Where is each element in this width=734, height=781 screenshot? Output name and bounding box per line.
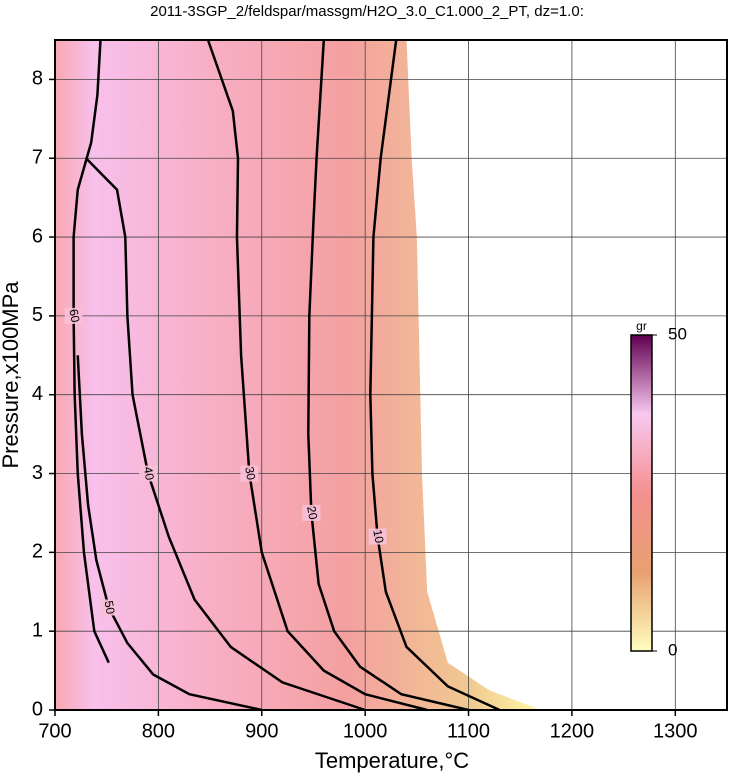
colorbar-tick-label: 50 bbox=[668, 324, 687, 343]
contour-label: 10 bbox=[370, 529, 386, 545]
x-axis-label: Temperature,°C bbox=[315, 748, 469, 773]
x-tick-label: 1000 bbox=[343, 720, 388, 742]
y-tick-label: 4 bbox=[32, 383, 43, 405]
contour-label-bg bbox=[99, 599, 118, 616]
contour-label-bg bbox=[240, 465, 259, 482]
y-tick-label: 0 bbox=[32, 698, 43, 720]
contour-label-bg bbox=[139, 465, 158, 482]
contour-label-bg bbox=[302, 504, 321, 521]
contour-line bbox=[369, 39, 501, 712]
y-tick-label: 2 bbox=[32, 541, 43, 563]
contour-label: 30 bbox=[242, 466, 258, 482]
x-tick-label: 800 bbox=[142, 720, 175, 742]
x-tick-label: 1300 bbox=[653, 720, 698, 742]
x-tick-label: 900 bbox=[245, 720, 278, 742]
y-tick-label: 3 bbox=[32, 462, 43, 484]
chart-title: 2011-3SGP_2/feldspar/massgm/H2O_3.0_C1.0… bbox=[150, 3, 584, 20]
contour-label: 40 bbox=[141, 466, 157, 482]
colorbar-tick-label: 0 bbox=[668, 640, 677, 659]
contour-label: 20 bbox=[304, 505, 320, 521]
x-tick-label: 1200 bbox=[550, 720, 595, 742]
y-tick-label: 5 bbox=[32, 304, 43, 326]
contour-label: 60 bbox=[66, 308, 82, 324]
colorbar bbox=[630, 334, 653, 652]
y-axis-label: Pressure,x100MPa bbox=[0, 281, 23, 469]
contour-label-bg bbox=[368, 528, 387, 545]
colorbar-label: gr bbox=[636, 319, 647, 333]
x-tick-label: 1100 bbox=[447, 720, 490, 742]
x-tick-label: 700 bbox=[38, 720, 71, 742]
y-tick-label: 6 bbox=[32, 225, 43, 247]
y-tick-label: 1 bbox=[32, 619, 43, 641]
plot-frame bbox=[54, 39, 728, 711]
contour-label: 50 bbox=[102, 600, 118, 616]
y-tick-label: 8 bbox=[32, 68, 43, 90]
y-tick-label: 7 bbox=[32, 147, 43, 169]
contour-label-bg bbox=[64, 307, 83, 324]
filled-region bbox=[55, 40, 541, 710]
